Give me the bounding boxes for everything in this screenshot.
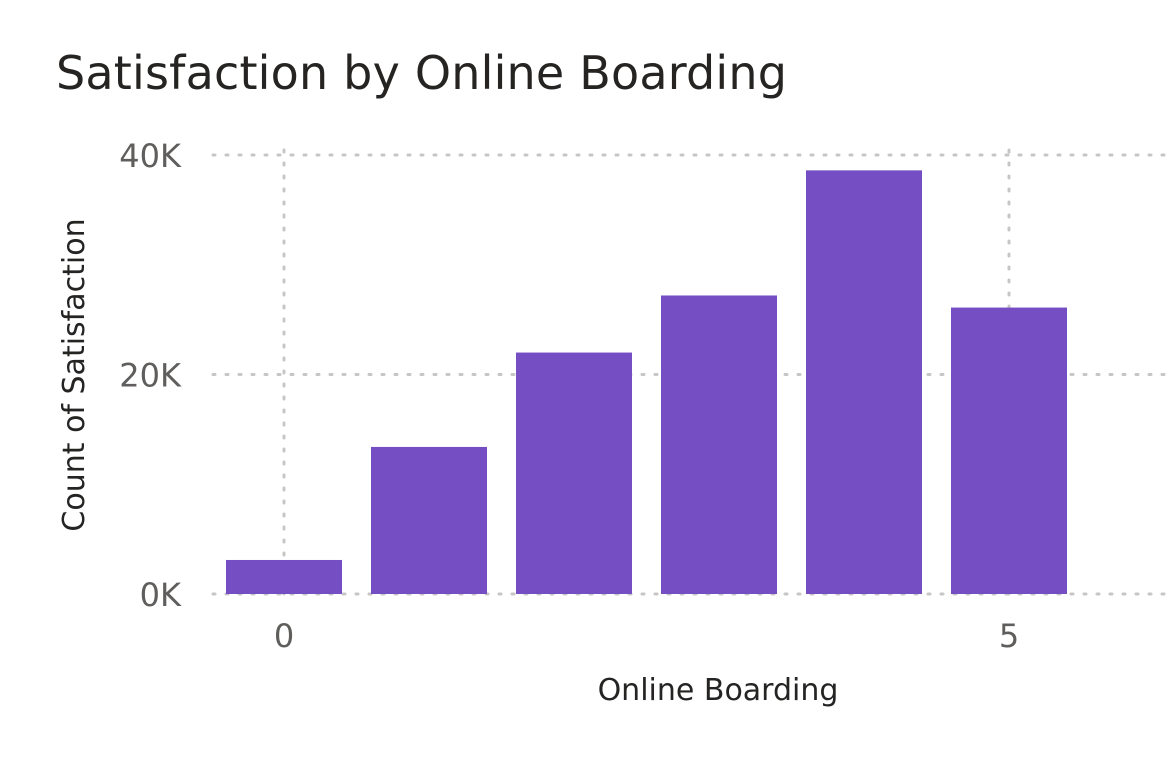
chart-title: Satisfaction by Online Boarding: [56, 46, 788, 100]
bars: [226, 170, 1067, 595]
bar: [516, 352, 632, 594]
bar: [226, 559, 342, 594]
x-tick-label: 0: [274, 617, 294, 655]
bar: [371, 446, 487, 594]
y-tick-label: 0K: [140, 576, 182, 614]
bar: [951, 307, 1067, 594]
x-axis-title: Online Boarding: [598, 673, 839, 708]
y-axis-ticks: 0K 20K 40K: [119, 137, 182, 614]
y-axis-title: Count of Satisfaction: [57, 218, 92, 531]
y-tick-label: 20K: [119, 357, 182, 395]
y-tick-label: 40K: [119, 137, 182, 175]
bar: [661, 295, 777, 594]
x-tick-label: 5: [999, 617, 1019, 655]
bar: [806, 170, 922, 595]
